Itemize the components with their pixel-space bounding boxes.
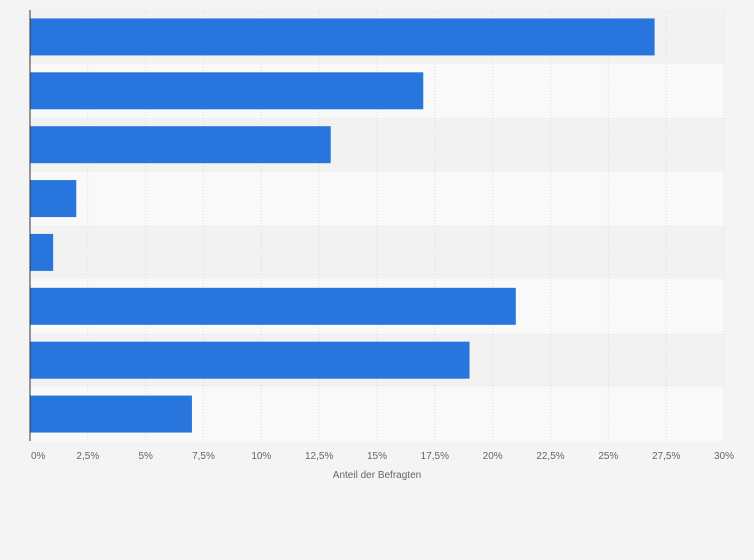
x-tick-label: 12,5%	[305, 451, 333, 462]
x-tick-label: 27,5%	[652, 451, 680, 462]
bars	[30, 18, 655, 433]
x-tick-label: 30%	[714, 451, 734, 462]
x-tick-labels: 0% 2,5% 5% 7,5% 10% 12,5% 15% 17,5% 20% 22,5% 25% 2…	[31, 451, 734, 462]
x-axis-title: Anteil der Befragten	[333, 470, 421, 481]
x-tick-label: 22,5%	[536, 451, 564, 462]
x-tick-label: 20%	[483, 451, 503, 462]
bar	[30, 233, 54, 271]
bar	[30, 395, 192, 433]
x-tick-label: 10%	[251, 451, 271, 462]
x-tick-label: 2,5%	[76, 451, 99, 462]
bar	[30, 18, 655, 56]
x-tick-label: 25%	[598, 451, 618, 462]
x-tick-label: 17,5%	[421, 451, 449, 462]
bar	[30, 126, 331, 164]
bar	[30, 341, 470, 379]
row-band	[30, 171, 724, 226]
bar	[30, 180, 77, 218]
row-band	[30, 225, 724, 280]
bar	[30, 72, 424, 110]
x-tick-label: 15%	[367, 451, 387, 462]
bar	[30, 287, 516, 325]
x-tick-label: 5%	[138, 451, 153, 462]
x-tick-label: 0%	[31, 451, 46, 462]
x-tick-label: 7,5%	[192, 451, 215, 462]
